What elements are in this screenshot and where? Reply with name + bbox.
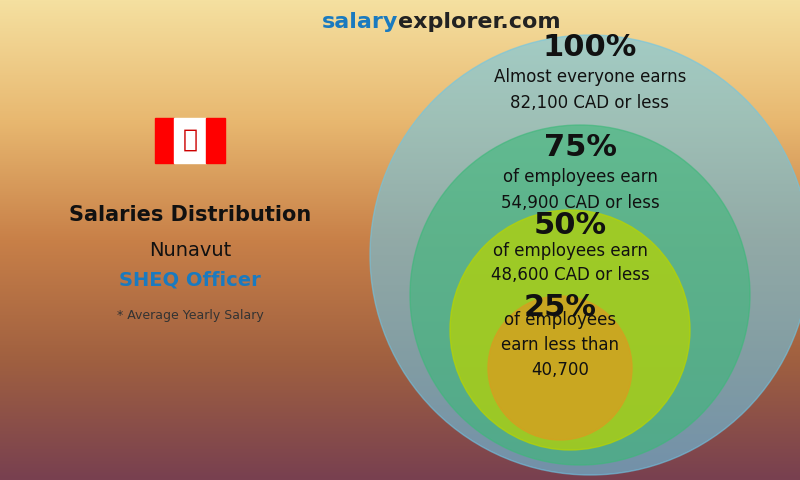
Text: of employees
earn less than
40,700: of employees earn less than 40,700: [501, 311, 619, 379]
Text: salary: salary: [322, 12, 398, 32]
Text: of employees earn
54,900 CAD or less: of employees earn 54,900 CAD or less: [501, 168, 659, 212]
Text: Almost everyone earns
82,100 CAD or less: Almost everyone earns 82,100 CAD or less: [494, 69, 686, 111]
Bar: [206, 118, 225, 163]
Bar: [155, 118, 174, 163]
Circle shape: [370, 35, 800, 475]
Text: 75%: 75%: [543, 133, 617, 163]
Text: 🍁: 🍁: [182, 128, 198, 152]
Circle shape: [488, 296, 632, 440]
Bar: [174, 118, 206, 163]
Text: SHEQ Officer: SHEQ Officer: [119, 271, 261, 289]
Text: 100%: 100%: [543, 34, 637, 62]
Text: of employees earn
48,600 CAD or less: of employees earn 48,600 CAD or less: [490, 241, 650, 285]
Circle shape: [410, 125, 750, 465]
Text: explorer.com: explorer.com: [398, 12, 561, 32]
Text: * Average Yearly Salary: * Average Yearly Salary: [117, 309, 263, 322]
Text: Salaries Distribution: Salaries Distribution: [69, 205, 311, 225]
Text: Nunavut: Nunavut: [149, 240, 231, 260]
Circle shape: [450, 210, 690, 450]
Text: 50%: 50%: [534, 211, 606, 240]
Text: 25%: 25%: [523, 293, 597, 323]
